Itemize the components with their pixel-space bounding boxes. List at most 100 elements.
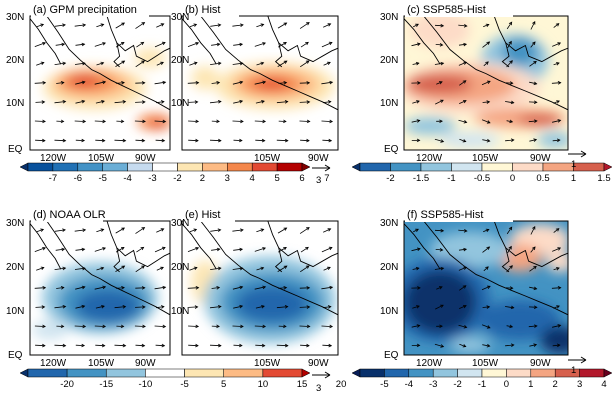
panel-b-wind-vectors — [187, 22, 334, 143]
wind-arrow — [552, 343, 561, 348]
colorbar-tick-label: 10 — [258, 379, 269, 390]
wind-arrow — [135, 60, 145, 68]
lon-label-120w: 120W — [40, 153, 67, 164]
wind-arrow — [458, 61, 468, 66]
wind-arrow — [459, 80, 467, 86]
wind-arrow — [135, 227, 146, 234]
wind-arrow — [321, 119, 334, 124]
wind-arrow — [36, 23, 45, 28]
lon-label-90w: 90W — [530, 153, 551, 164]
wind-arrow — [321, 80, 334, 85]
wind-arrow — [155, 138, 166, 143]
panel-a-coastline — [30, 16, 170, 111]
lat-label-10n: 10N — [6, 98, 24, 109]
colorbar-segment — [227, 162, 253, 172]
wind-arrow — [435, 247, 444, 252]
coastline — [182, 223, 217, 270]
wind-arrow — [35, 343, 46, 348]
wind-arrow — [413, 23, 419, 28]
wind-arrow — [135, 22, 146, 29]
colorbar-tick-label: -4 — [123, 173, 131, 184]
wind-arrow — [551, 81, 562, 85]
wind-arrow — [34, 324, 46, 329]
lon-label-105w: 105W — [472, 153, 499, 164]
coastline — [404, 223, 441, 270]
panel-e-frame — [181, 220, 339, 356]
wind-arrow — [321, 41, 333, 48]
wind-arrow — [506, 265, 513, 273]
panel-c-coastline — [404, 16, 568, 111]
wind-arrow — [189, 266, 198, 271]
reference-vector-3: 3 — [312, 371, 331, 394]
wind-arrow — [322, 100, 332, 104]
colorbar-tick-label: -1.5 — [413, 173, 429, 184]
colorbar-segment — [530, 368, 556, 378]
colorbar-tick-label: -2 — [453, 379, 461, 390]
wind-arrow — [114, 305, 127, 309]
wind-arrow — [553, 100, 560, 104]
colorbar-segment — [106, 368, 146, 378]
wind-arrow — [34, 119, 46, 124]
wind-arrow — [74, 228, 87, 233]
wind-arrow — [506, 286, 514, 290]
colorbar-tick-label: -15 — [99, 379, 113, 390]
colorbar-end-triangle — [301, 162, 311, 172]
wind-arrow — [156, 266, 164, 271]
wind-arrow — [209, 138, 222, 143]
panel-a-wind-vectors — [34, 22, 167, 143]
wind-arrow — [505, 305, 515, 310]
colorbar-tick-label: 4 — [250, 173, 255, 184]
colorbar-segment — [432, 368, 458, 378]
reference-vector-4: 1 — [568, 356, 587, 376]
wind-arrow — [35, 100, 46, 104]
wind-arrow — [74, 23, 87, 28]
colorbar-olr: -20 -15 -10 -5 5 10 15 20 — [19, 368, 347, 390]
panel-a-title-bg — [31, 2, 149, 17]
colorbar-segment — [177, 162, 203, 172]
colorbar-segment — [145, 368, 185, 378]
wind-arrow — [481, 285, 491, 291]
wind-arrow — [95, 343, 106, 348]
panel-e-field — [182, 221, 338, 355]
panel-f-title: (f) SSP585-Hist — [407, 209, 483, 221]
wind-arrow — [74, 324, 87, 329]
wind-arrow — [188, 305, 199, 309]
wind-arrow — [482, 343, 491, 348]
wind-arrow — [156, 61, 164, 66]
colorbar-segment — [420, 162, 452, 172]
colorbar-segment — [573, 162, 605, 172]
wind-arrow — [299, 227, 310, 234]
wind-arrow — [254, 285, 267, 290]
reference-vector-label: 1 — [571, 365, 576, 376]
wind-arrow — [135, 100, 146, 104]
lat-label-20n: 20N — [380, 55, 398, 66]
wind-arrow — [232, 285, 244, 290]
panel-b-coastline — [182, 16, 338, 111]
wind-arrow — [56, 81, 65, 85]
colorbar-tick-label: -3 — [429, 379, 437, 390]
wind-arrow — [528, 305, 538, 309]
wind-arrow — [209, 305, 222, 309]
wind-arrow — [55, 42, 66, 47]
coastline — [501, 42, 510, 68]
wind-arrow — [34, 286, 47, 290]
colorbar-tick-label: 20 — [336, 379, 347, 390]
colorbar-tick-label: -5 — [98, 173, 106, 184]
wind-arrow — [154, 119, 167, 124]
wind-arrow — [411, 119, 421, 123]
colorbar-tick-label: -3 — [148, 173, 156, 184]
wind-arrow — [299, 286, 311, 290]
wind-arrow — [56, 286, 65, 290]
wind-arrow — [276, 138, 289, 143]
wind-arrow — [188, 119, 200, 124]
wind-arrow — [135, 305, 146, 309]
wind-arrow — [55, 247, 66, 252]
wind-arrow — [154, 80, 167, 85]
wind-arrow — [458, 42, 468, 47]
colorbar-tick-label: 1 — [571, 173, 576, 184]
colorbar-tick-label: -4 — [405, 379, 413, 390]
coastline — [493, 16, 568, 63]
colorbar-tick-label: -1 — [478, 379, 486, 390]
wind-arrow — [412, 61, 420, 66]
wind-arrow — [233, 304, 244, 309]
